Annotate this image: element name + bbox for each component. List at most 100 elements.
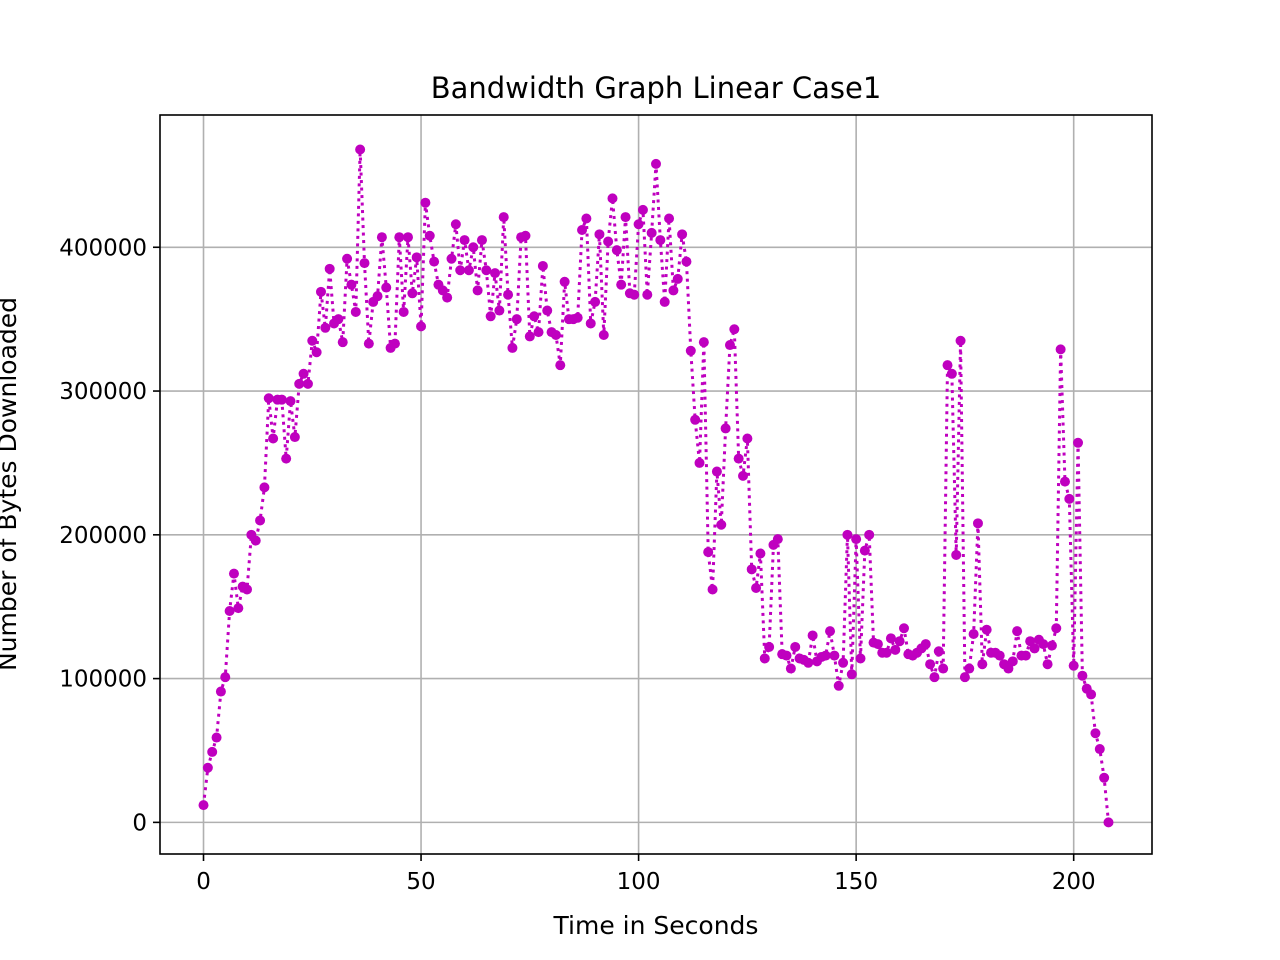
data-point — [302, 378, 313, 389]
data-point — [355, 144, 366, 155]
data-point — [228, 568, 239, 579]
grid — [160, 115, 1152, 854]
data-point — [1068, 660, 1079, 671]
data-point — [1055, 344, 1066, 355]
data-point — [472, 285, 483, 296]
data-point — [211, 732, 222, 743]
data-point — [746, 564, 757, 575]
data-point — [590, 296, 601, 307]
data-point — [407, 288, 418, 299]
x-tick-label: 200 — [1052, 869, 1096, 895]
data-point — [285, 396, 296, 407]
data-point — [498, 212, 509, 223]
data-point — [476, 235, 487, 246]
data-point — [1012, 626, 1023, 637]
data-point — [555, 360, 566, 371]
x-tick-label: 100 — [617, 869, 661, 895]
data-point — [655, 235, 666, 246]
data-point — [681, 256, 692, 267]
data-point — [781, 650, 792, 661]
data-point — [363, 338, 374, 349]
data-point — [398, 306, 409, 317]
data-point — [751, 583, 762, 594]
data-point — [1086, 689, 1097, 700]
x-tick-label: 50 — [406, 869, 435, 895]
data-point — [411, 252, 422, 263]
data-point — [664, 213, 675, 224]
data-point — [442, 292, 453, 303]
data-point — [255, 515, 266, 526]
data-point — [764, 641, 775, 652]
data-point — [1025, 636, 1036, 647]
data-point — [459, 235, 470, 246]
data-point — [981, 624, 992, 635]
data-point — [755, 548, 766, 559]
data-point — [537, 260, 548, 271]
y-tick-label: 300000 — [59, 379, 147, 405]
data-point — [620, 212, 631, 223]
data-point — [807, 630, 818, 641]
data-point — [720, 423, 731, 434]
y-tick-label: 0 — [132, 810, 147, 836]
data-point — [376, 232, 387, 243]
data-point — [994, 650, 1005, 661]
x-tick-label: 0 — [196, 869, 211, 895]
data-point — [559, 276, 570, 287]
data-point — [202, 762, 213, 773]
data-point — [298, 368, 309, 379]
data-point — [263, 393, 274, 404]
data-point — [372, 291, 383, 302]
data-point — [550, 329, 561, 340]
data-point — [729, 324, 740, 335]
data-point — [1099, 772, 1110, 783]
data-point — [520, 230, 531, 241]
data-point — [694, 457, 705, 468]
data-point — [668, 285, 679, 296]
data-point — [672, 273, 683, 284]
data-point — [594, 229, 605, 240]
data-point — [790, 641, 801, 652]
data-point — [542, 305, 553, 316]
data-point — [320, 322, 331, 333]
data-point — [1042, 659, 1053, 670]
data-point — [894, 636, 905, 647]
data-point — [772, 534, 783, 545]
data-point — [716, 519, 727, 530]
data-point — [1020, 650, 1031, 661]
data-point — [842, 529, 853, 540]
data-point — [929, 672, 940, 683]
data-point — [1090, 728, 1101, 739]
data-point — [711, 466, 722, 477]
data-point — [964, 663, 975, 674]
data-point — [685, 345, 696, 356]
data-point — [307, 335, 318, 346]
data-point — [507, 342, 518, 353]
data-point — [890, 644, 901, 655]
data-point — [690, 414, 701, 425]
data-point — [429, 256, 440, 267]
data-point — [224, 606, 235, 617]
data-point — [1038, 639, 1049, 650]
data-point — [572, 312, 583, 323]
data-point — [925, 659, 936, 670]
data-point — [503, 289, 514, 300]
x-tick-label: 150 — [834, 869, 878, 895]
data-point — [698, 337, 709, 348]
data-point — [738, 470, 749, 481]
data-point — [311, 347, 322, 358]
data-point — [1003, 663, 1014, 674]
data-point — [707, 584, 718, 595]
data-point — [646, 227, 657, 238]
data-point — [846, 669, 857, 680]
data-point — [424, 230, 435, 241]
data-point — [259, 482, 270, 493]
y-axis-label: Number of Bytes Downloaded — [0, 297, 22, 671]
data-point — [1077, 670, 1088, 681]
data-point — [742, 433, 753, 444]
data-point — [524, 331, 535, 342]
data-point — [607, 193, 618, 204]
data-point — [233, 603, 244, 614]
data-point — [533, 327, 544, 338]
data-point — [920, 639, 931, 650]
